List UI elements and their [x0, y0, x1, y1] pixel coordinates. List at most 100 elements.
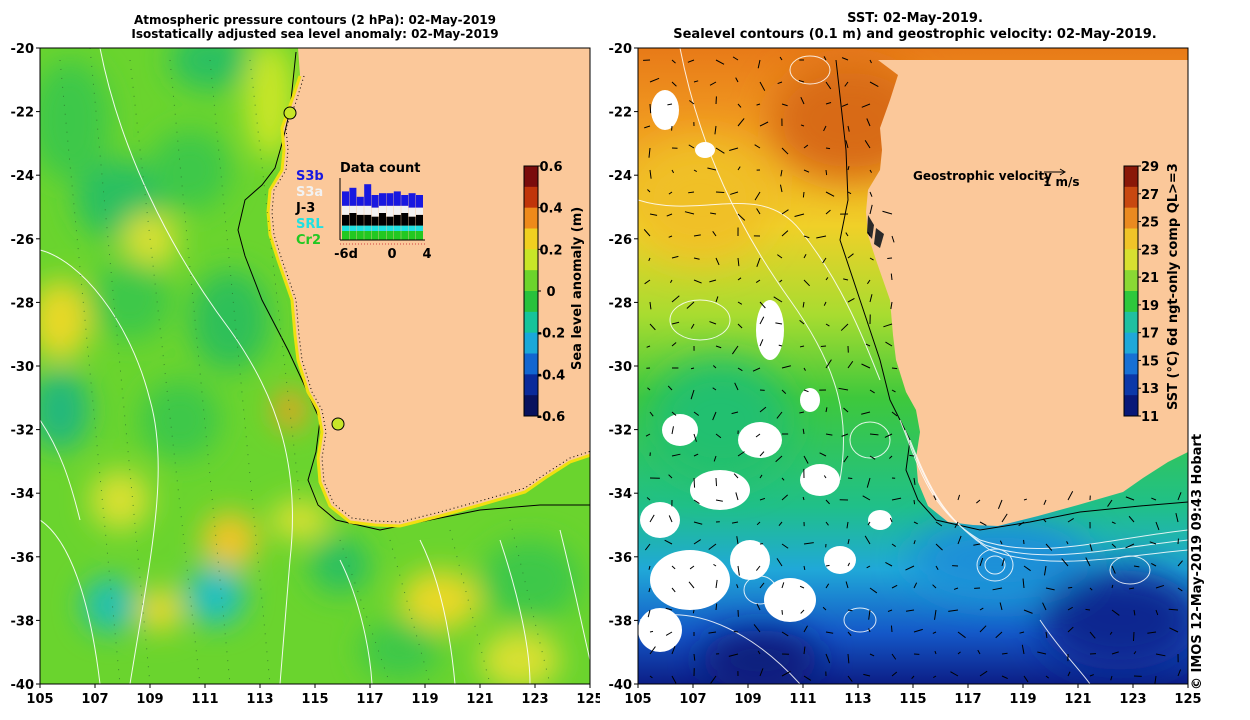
- data-count-bar-segment: [393, 231, 401, 240]
- latitude-tick-label: -36: [11, 551, 35, 566]
- colorbar-swatch: [1124, 395, 1138, 417]
- colorbar-tick-label: -0.2: [537, 327, 565, 342]
- data-count-bar-segment: [371, 231, 379, 240]
- latitude-tick-label: -22: [11, 106, 35, 121]
- longitude-tick-label: 123: [521, 692, 548, 707]
- data-count-bar-segment: [408, 207, 416, 217]
- latitude-tick-label: -40: [609, 678, 633, 693]
- latitude-tick-label: -20: [11, 42, 35, 57]
- australia-land: [268, 48, 590, 526]
- colorbar-swatch: [1124, 332, 1138, 354]
- mission-legend-item: J-3: [295, 201, 315, 216]
- data-count-bar-segment: [342, 225, 349, 231]
- data-count-bar-segment: [356, 225, 364, 231]
- data-count-title: Data count: [340, 161, 420, 176]
- colorbar-swatch: [524, 186, 538, 209]
- latitude-tick-label: -20: [609, 42, 633, 57]
- mission-legend-item: S3a: [296, 185, 323, 200]
- longitude-tick-label: 119: [1009, 692, 1036, 707]
- data-count-bar-segment: [356, 196, 364, 206]
- right-title-line2: Sealevel contours (0.1 m) and geostrophi…: [673, 27, 1157, 42]
- colorbar-tick-label: 0: [546, 285, 555, 300]
- longitude-tick-label: 109: [136, 692, 163, 707]
- data-count-bar-segment: [408, 193, 416, 208]
- colorbar-swatch: [1124, 207, 1138, 229]
- longitude-tick-label: 117: [356, 692, 383, 707]
- colorbar-tick-label: 0.2: [539, 243, 562, 258]
- latitude-tick-label: -22: [609, 106, 633, 121]
- latitude-tick-label: -24: [609, 169, 633, 184]
- latitude-tick-label: -38: [609, 614, 633, 629]
- data-count-bar-segment: [386, 225, 394, 231]
- colorbar-swatch: [1124, 353, 1138, 375]
- right-longitude-axis: 105 107 109 111 113 115 117 119 121 123 125: [624, 684, 1202, 707]
- latitude-tick-label: -38: [11, 614, 35, 629]
- data-count-bar-segment: [356, 214, 364, 226]
- data-count-bar-segment: [371, 216, 379, 226]
- data-count-bar-segment: [386, 193, 394, 206]
- latitude-tick-label: -30: [609, 360, 633, 375]
- data-count-bar-segment: [401, 205, 409, 213]
- imos-credit: © IMOS 12-May-2019 09:43 Hobart: [1190, 433, 1205, 690]
- data-count-bar-segment: [408, 231, 416, 240]
- data-count-bar-segment: [349, 213, 357, 226]
- right-map-title: SST: 02-May-2019. Sealevel contours (0.1…: [630, 11, 1200, 43]
- australia-land-sst: [866, 60, 1188, 526]
- longitude-tick-label: 123: [1119, 692, 1146, 707]
- data-count-bar-segment: [342, 214, 349, 226]
- latitude-tick-label: -26: [11, 233, 35, 248]
- longitude-tick-label: 113: [844, 692, 871, 707]
- data-count-bar-segment: [393, 214, 401, 226]
- data-count-bars: [342, 184, 423, 240]
- data-count-bar-segment: [416, 195, 423, 208]
- tide-gauge-marker[interactable]: [331, 417, 345, 431]
- data-count-bar-segment: [416, 225, 423, 231]
- data-count-bar-segment: [342, 191, 349, 206]
- colorbar-tick-label: -0.6: [537, 410, 565, 425]
- colorbar-swatch: [1124, 311, 1138, 334]
- colorbar-swatch: [1124, 166, 1138, 188]
- colorbar-tick-label: 0.6: [539, 160, 562, 175]
- data-count-bar-segment: [393, 205, 401, 215]
- data-count-bar-segment: [364, 214, 372, 226]
- left-longitude-axis: 105 107 109 111 113 115 117 119 121 123 125: [26, 684, 600, 707]
- data-count-bar-segment: [342, 205, 349, 215]
- latitude-tick-label: -34: [609, 487, 633, 502]
- latitude-tick-label: -26: [609, 233, 633, 248]
- data-count-bar-segment: [401, 195, 409, 206]
- colorbar-tick-label: 17: [1141, 327, 1159, 342]
- data-count-bar-segment: [379, 193, 386, 206]
- data-count-bar-segment: [364, 225, 372, 231]
- latitude-tick-label: -28: [609, 296, 633, 311]
- tide-gauge-marker[interactable]: [283, 106, 297, 120]
- data-count-bar-segment: [401, 231, 409, 240]
- data-count-bar-segment: [349, 231, 357, 240]
- colorbar-swatch: [1124, 228, 1138, 250]
- longitude-tick-label: 111: [191, 692, 218, 707]
- data-count-bar-segment: [342, 231, 349, 240]
- data-count-bar-segment: [364, 231, 372, 240]
- colorbar-swatch: [1124, 291, 1138, 313]
- data-count-bar-segment: [386, 216, 394, 226]
- data-count-bar-segment: [416, 207, 423, 215]
- colorbar-swatch: [524, 207, 538, 229]
- sea-level-colorbar-label: Sea level anomaly (m): [570, 207, 585, 370]
- latitude-tick-label: -36: [609, 551, 633, 566]
- colorbar-swatch: [1124, 374, 1138, 396]
- geostrophic-velocity-vectors: [643, 56, 1183, 684]
- colorbar-swatch: [524, 249, 538, 271]
- colorbar-tick-label: 29: [1141, 160, 1159, 175]
- data-count-bar-segment: [416, 214, 423, 226]
- colorbar-tick-label: 15: [1141, 354, 1159, 369]
- longitude-tick-label: 105: [624, 692, 651, 707]
- colorbar-swatch: [524, 395, 538, 417]
- colorbar-swatch: [524, 374, 538, 396]
- latitude-tick-label: -40: [11, 678, 35, 693]
- colorbar-swatch: [1124, 249, 1138, 271]
- right-title-line1: SST: 02-May-2019.: [847, 11, 983, 26]
- longitude-tick-label: 121: [466, 692, 493, 707]
- mission-legend-item: SRL: [296, 217, 324, 232]
- colorbar-swatch: [524, 332, 538, 354]
